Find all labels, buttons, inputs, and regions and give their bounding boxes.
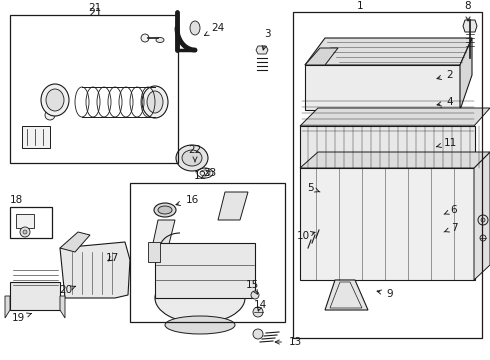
Text: 13: 13 [275,337,302,347]
Polygon shape [305,65,460,110]
Text: 8: 8 [465,1,471,21]
Text: 6: 6 [444,205,457,215]
Circle shape [478,215,488,225]
Ellipse shape [142,86,168,118]
Bar [293,12,482,338]
Text: 19: 19 [11,313,31,323]
Ellipse shape [200,170,210,176]
Polygon shape [5,296,10,318]
Circle shape [253,329,263,339]
Text: 24: 24 [204,23,224,36]
Polygon shape [460,38,472,110]
Ellipse shape [190,21,200,35]
Circle shape [45,110,55,120]
Polygon shape [300,108,490,126]
Polygon shape [305,48,338,65]
Polygon shape [60,232,90,252]
Text: 20: 20 [59,285,75,295]
Bar [300,168,475,280]
Polygon shape [218,192,248,220]
Polygon shape [325,280,368,310]
Text: 15: 15 [245,280,259,294]
Ellipse shape [46,89,64,111]
Text: 16: 16 [176,195,198,206]
Text: 11: 11 [437,138,457,148]
Bar [130,183,285,322]
Bar [148,242,160,262]
Polygon shape [435,112,448,122]
Bar [10,15,178,163]
Polygon shape [60,296,65,318]
Polygon shape [152,220,175,248]
Bar [155,243,255,298]
Text: 21: 21 [88,8,102,18]
Polygon shape [305,38,472,65]
Bar [10,207,52,238]
Polygon shape [256,46,268,54]
Text: 18: 18 [9,195,23,205]
Text: 1: 1 [357,1,363,11]
Polygon shape [463,20,477,32]
Text: 4: 4 [437,97,453,107]
Text: 3: 3 [262,29,270,50]
Text: 7: 7 [444,223,457,233]
Bar [16,214,34,228]
Ellipse shape [154,203,176,217]
Text: 2: 2 [437,70,453,80]
Text: 23: 23 [203,168,217,178]
Ellipse shape [41,84,69,116]
Ellipse shape [165,316,235,334]
Text: 12: 12 [194,171,207,181]
Polygon shape [60,242,130,298]
Bar [22,126,50,148]
Circle shape [480,235,486,241]
Ellipse shape [155,273,245,323]
Ellipse shape [176,145,208,171]
Circle shape [481,218,485,222]
Bar [300,126,475,168]
Ellipse shape [182,150,202,166]
Circle shape [251,291,259,299]
Ellipse shape [147,91,163,113]
Circle shape [20,227,30,237]
Ellipse shape [158,206,172,214]
Text: 21: 21 [88,3,101,13]
Text: 10: 10 [296,231,315,241]
Text: 17: 17 [105,253,119,263]
Text: 14: 14 [253,300,267,311]
Text: 22: 22 [188,145,201,162]
Bar [10,282,60,310]
Circle shape [141,34,149,42]
Ellipse shape [156,37,164,42]
Circle shape [23,230,27,234]
Polygon shape [300,152,490,168]
Text: 9: 9 [377,289,393,299]
Circle shape [253,307,263,317]
Polygon shape [474,152,490,280]
Text: 5: 5 [307,183,320,193]
